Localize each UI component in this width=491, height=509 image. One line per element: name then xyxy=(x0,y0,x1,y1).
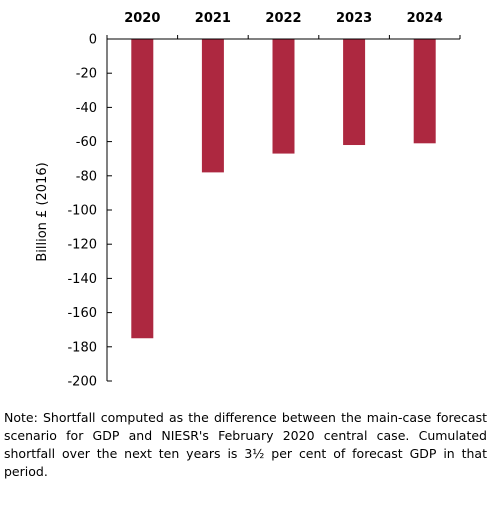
bar-chart: 0 -20 -40 -60 -80 -100 -120 -140 -160 -180 -200 20… xyxy=(35,11,461,390)
bars-group xyxy=(131,39,436,339)
y-tick-label: -140 xyxy=(67,272,97,287)
x-axis: 2020 2021 2022 2023 2024 xyxy=(106,11,461,40)
y-tick-label: -60 xyxy=(76,135,97,150)
y-axis-title: Billion £ (2016) xyxy=(35,162,50,261)
y-tick-label: -20 xyxy=(76,67,97,82)
y-tick-label: 0 xyxy=(89,33,97,48)
bar-2020 xyxy=(131,39,154,339)
y-tick-label: -160 xyxy=(67,306,97,321)
y-tick-label: -120 xyxy=(67,238,97,253)
x-category-label: 2024 xyxy=(407,11,443,26)
x-category-label: 2023 xyxy=(336,11,372,26)
chart-note: Note: Shortfall computed as the differen… xyxy=(4,410,487,479)
x-category-label: 2021 xyxy=(195,11,231,26)
bar-2023 xyxy=(343,39,366,146)
y-tick-label: -100 xyxy=(67,204,97,219)
y-axis: 0 -20 -40 -60 -80 -100 -120 -140 -160 -180 -200 xyxy=(67,33,112,390)
chart-area: 0 -20 -40 -60 -80 -100 -120 -140 -160 -180 -200 20… xyxy=(35,11,461,390)
x-category-label: 2020 xyxy=(124,11,160,26)
y-tick-label: -200 xyxy=(67,375,97,390)
y-tick-label: -40 xyxy=(76,101,97,116)
bar-2021 xyxy=(201,39,224,173)
y-tick-label: -180 xyxy=(67,340,97,355)
y-tick-label: -80 xyxy=(76,169,97,184)
x-category-label: 2022 xyxy=(265,11,301,26)
bar-2024 xyxy=(413,39,436,144)
bar-2022 xyxy=(272,39,295,154)
